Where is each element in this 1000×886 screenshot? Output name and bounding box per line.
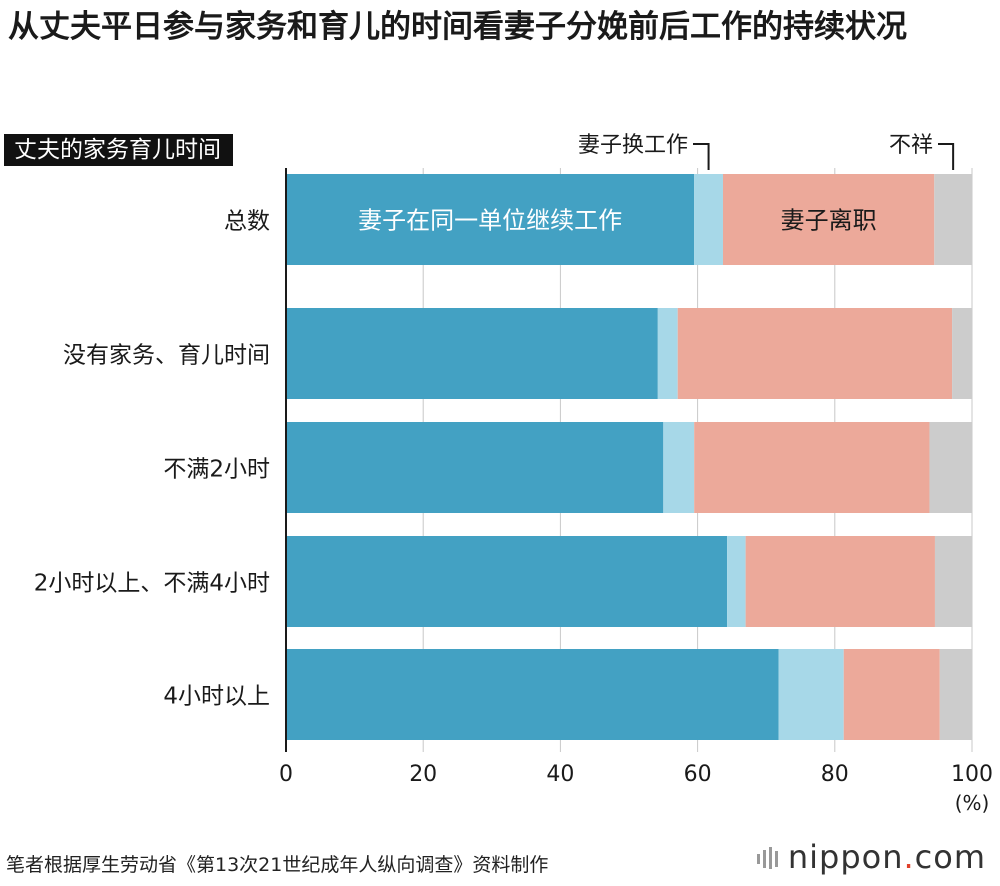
category-label: 4小时以上 (163, 684, 270, 710)
bar-segment-3 (722, 174, 935, 265)
bar-segment-1 (286, 174, 695, 265)
inline-label-left-job: 妻子离职 (781, 207, 877, 235)
callout-label-unknown: 不祥 (889, 133, 933, 158)
x-tick-label: 40 (546, 762, 574, 787)
x-tick-label: 0 (279, 762, 293, 787)
nippon-logo: nippon.com (756, 838, 986, 876)
bar-segment-3 (745, 536, 935, 627)
bar-segment-4 (939, 649, 972, 740)
logo-bars-icon (756, 847, 778, 869)
callout-label-changed-job: 妻子换工作 (578, 133, 688, 158)
callout-bracket-unknown (938, 143, 955, 170)
category-axis-header: 丈夫的家务育儿时间 (4, 134, 233, 166)
logo-name: nippon (787, 838, 904, 876)
x-tick-label: 100 (951, 762, 993, 787)
bar-segment-1 (286, 536, 728, 627)
source-note: 笔者根据厚生劳动省《第13次21世纪成年人纵向调查》资料制作 (6, 854, 549, 876)
x-axis-unit-label: (%) (955, 791, 990, 815)
category-label: 没有家务、育儿时间 (63, 343, 270, 369)
bar-segment-1 (286, 649, 779, 740)
bar-segment-2 (663, 422, 695, 513)
inline-label-same-employer: 妻子在同一单位继续工作 (358, 207, 622, 235)
category-label: 2小时以上、不满4小时 (34, 571, 270, 597)
bar-segment-1 (286, 308, 658, 399)
bar-segment-1 (286, 422, 664, 513)
bar-segment-4 (929, 422, 972, 513)
bar-segment-3 (694, 422, 930, 513)
bar-segment-2 (778, 649, 844, 740)
bar-segment-4 (934, 536, 972, 627)
bar-segment-3 (843, 649, 940, 740)
logo-suffix: com (914, 838, 986, 876)
x-tick-label: 80 (821, 762, 849, 787)
bar-segment-3 (677, 308, 953, 399)
bar-segment-2 (727, 536, 746, 627)
chart-title: 从丈夫平日参与家务和育儿的时间看妻子分娩前后工作的持续状况 (8, 9, 907, 45)
bar-segment-2 (657, 308, 678, 399)
callout-bracket-changed-job (693, 143, 710, 170)
category-label: 总数 (224, 209, 270, 235)
bar-segment-4 (934, 174, 972, 265)
category-label: 不满2小时 (163, 457, 270, 483)
bar-segment-4 (952, 308, 972, 399)
logo-dot: . (903, 838, 915, 876)
x-tick-label: 60 (684, 762, 712, 787)
x-tick-label: 20 (409, 762, 437, 787)
bar-segment-2 (694, 174, 723, 265)
